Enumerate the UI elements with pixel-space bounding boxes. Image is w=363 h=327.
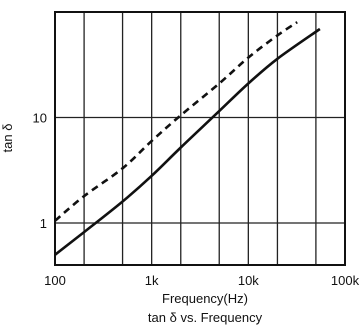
x-tick-label: 10k (238, 273, 259, 288)
y-tick-label: 1 (40, 216, 47, 231)
series-line-solid (54, 27, 321, 256)
series-line-dashed (54, 21, 298, 222)
y-axis-label: tan δ (0, 124, 15, 153)
x-tick-label: 1k (145, 273, 159, 288)
x-tick-label: 100k (331, 273, 360, 288)
chart-title: tan δ vs. Frequency (148, 310, 263, 325)
y-tick-label: 10 (33, 111, 47, 126)
x-tick-labels: 100 1k 10k 100k (44, 273, 359, 288)
series-group (54, 21, 321, 256)
plot-frame (54, 11, 346, 266)
x-axis-label: Frequency(Hz) (162, 291, 248, 306)
grid (55, 12, 345, 265)
x-tick-label: 100 (44, 273, 66, 288)
y-tick-labels: 1 10 (33, 111, 47, 232)
